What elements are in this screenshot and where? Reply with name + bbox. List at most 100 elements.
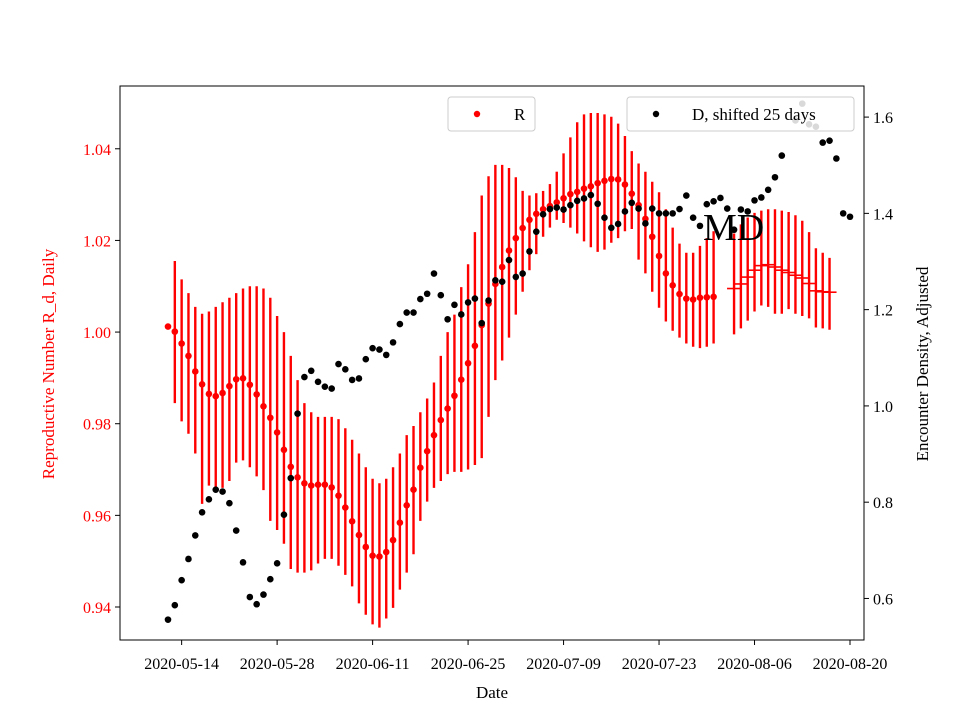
y-axis-left: 0.94 0.96 0.98 1.00 1.02 1.04 bbox=[83, 142, 120, 617]
r-point bbox=[205, 390, 213, 398]
x-tick-label: 2020-05-14 bbox=[144, 656, 219, 673]
d-point bbox=[294, 410, 301, 417]
y-right-tick-label: 0.8 bbox=[873, 495, 893, 512]
r-point bbox=[396, 519, 404, 526]
d-point bbox=[273, 560, 281, 567]
d-point bbox=[580, 195, 588, 202]
d-point bbox=[267, 575, 274, 583]
y-axis-right-label: Encounter Density, Adjusted bbox=[913, 266, 932, 461]
d-point bbox=[369, 344, 376, 352]
r-point bbox=[410, 486, 417, 494]
r-point bbox=[314, 481, 322, 488]
d-point bbox=[307, 367, 315, 375]
d-point bbox=[532, 228, 540, 235]
d-point bbox=[280, 511, 288, 519]
r-point bbox=[198, 381, 206, 388]
d-point bbox=[478, 319, 486, 327]
r-point bbox=[498, 263, 506, 271]
r-point bbox=[532, 210, 540, 218]
r-point bbox=[539, 205, 547, 213]
r-point bbox=[710, 293, 717, 301]
d-point bbox=[833, 155, 840, 162]
d-point bbox=[239, 559, 247, 566]
r-point bbox=[246, 381, 254, 389]
r-point bbox=[505, 247, 513, 254]
r-point bbox=[648, 233, 656, 241]
d-point bbox=[662, 210, 670, 217]
r-point bbox=[335, 492, 342, 499]
r-point bbox=[655, 252, 663, 260]
legend-r-label: R bbox=[514, 105, 526, 124]
y-right-tick-label: 1.4 bbox=[873, 206, 893, 223]
r-point bbox=[191, 368, 199, 375]
y-axis-right: 0.6 0.8 1.0 1.2 1.4 1.6 bbox=[864, 110, 893, 608]
d-point bbox=[546, 205, 554, 213]
r-point bbox=[587, 183, 595, 190]
d-point bbox=[355, 375, 363, 382]
d-point bbox=[567, 201, 574, 209]
d-point bbox=[191, 532, 199, 539]
d-point bbox=[246, 593, 254, 601]
r-point bbox=[273, 429, 281, 436]
r-point bbox=[703, 293, 711, 301]
r-point bbox=[662, 270, 670, 277]
d-point bbox=[451, 301, 458, 309]
r-point bbox=[451, 392, 458, 400]
r-point bbox=[301, 479, 308, 487]
r-point bbox=[567, 190, 574, 198]
d-point bbox=[669, 210, 676, 217]
r-point bbox=[444, 405, 451, 412]
r-point bbox=[260, 403, 267, 410]
d-point bbox=[164, 616, 172, 623]
d-point bbox=[464, 299, 472, 306]
d-point bbox=[396, 320, 404, 328]
d-point bbox=[198, 508, 206, 516]
d-point bbox=[758, 194, 765, 201]
y-left-tick-label: 0.96 bbox=[83, 508, 111, 525]
d-point bbox=[539, 211, 547, 218]
legend-d-box bbox=[626, 96, 855, 132]
d-point bbox=[171, 601, 179, 609]
d-point bbox=[676, 205, 683, 213]
r-point bbox=[294, 474, 301, 481]
d-point bbox=[219, 488, 226, 495]
r-point bbox=[417, 464, 424, 472]
d-point bbox=[348, 376, 356, 384]
d-point bbox=[512, 273, 520, 281]
d-point bbox=[655, 210, 663, 217]
r-point bbox=[171, 328, 179, 335]
y-right-tick-label: 1.0 bbox=[873, 399, 893, 416]
r-point bbox=[239, 375, 247, 382]
d-point bbox=[717, 194, 724, 202]
y-axis-left-label: Reproductive Number R_d, Daily bbox=[39, 248, 58, 479]
y-right-tick-label: 1.6 bbox=[873, 110, 893, 127]
r-point bbox=[457, 376, 465, 384]
d-point bbox=[778, 152, 786, 159]
r-point bbox=[219, 389, 226, 397]
d-point bbox=[253, 600, 260, 608]
d-point bbox=[437, 291, 445, 299]
d-point bbox=[260, 591, 267, 598]
r-point bbox=[689, 296, 697, 303]
r-point bbox=[226, 382, 233, 390]
d-point bbox=[232, 527, 240, 534]
d-point bbox=[519, 270, 526, 277]
r-point bbox=[287, 463, 295, 471]
x-tick-label: 2020-08-20 bbox=[813, 656, 888, 673]
r-point bbox=[573, 188, 581, 196]
d-point bbox=[410, 309, 417, 316]
d-point bbox=[335, 360, 342, 368]
y-right-tick-label: 1.2 bbox=[873, 303, 893, 320]
r-point bbox=[348, 518, 356, 525]
r-point bbox=[621, 181, 629, 188]
r-point bbox=[526, 216, 533, 224]
d-point bbox=[839, 210, 847, 217]
d-point bbox=[403, 309, 411, 316]
x-axis: 2020-05-14 2020-05-28 2020-06-11 2020-06-25… bbox=[144, 640, 887, 673]
d-point bbox=[430, 270, 438, 277]
d-point bbox=[417, 295, 424, 303]
d-point bbox=[471, 295, 479, 302]
x-tick-label: 2020-07-23 bbox=[622, 656, 697, 673]
d-point bbox=[628, 199, 636, 207]
x-tick-label: 2020-07-09 bbox=[526, 656, 601, 673]
